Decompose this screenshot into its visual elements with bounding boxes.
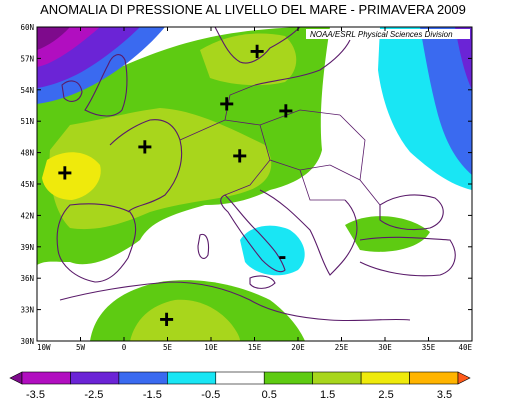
anomaly-symbols: + + + + + + + - xyxy=(57,36,293,334)
lon-label: 5W xyxy=(76,343,86,352)
colorbar-label: 2.5 xyxy=(378,389,393,401)
coastlines xyxy=(56,27,456,322)
negative-ionian xyxy=(240,225,305,276)
positive-band-inner xyxy=(49,108,272,230)
negative-ne-blue xyxy=(420,27,472,175)
coast-iberia xyxy=(56,203,137,283)
colorbar-label: 1.5 xyxy=(320,389,335,401)
positive-band-south-inner xyxy=(130,299,240,341)
page-title: ANOMALIA DI PRESSIONE AL LIVELLO DEL MAR… xyxy=(40,2,466,17)
lon-label: 10E xyxy=(204,343,218,352)
colorbar-segment xyxy=(21,371,71,385)
negative-ne-purple xyxy=(455,27,472,90)
coast-italy xyxy=(220,194,286,273)
credit-box xyxy=(306,29,470,39)
plus-algeria: + xyxy=(159,304,174,334)
lat-label: 57N xyxy=(20,54,34,63)
colorbar-segment xyxy=(167,371,217,385)
latitude-axis: 60N 57N 54N 51N 48N 45N 42N 39N 36N 33N 30N xyxy=(20,23,472,346)
coast-britain xyxy=(84,54,128,117)
plus-france-east: + xyxy=(137,131,152,161)
colorbar-label: -3.5 xyxy=(26,389,45,401)
lat-label: 42N xyxy=(20,211,34,220)
colorbar-segment xyxy=(263,371,313,385)
lat-label: 33N xyxy=(20,306,34,315)
colorbar-arrow-right xyxy=(457,371,471,385)
coast-sicily xyxy=(249,275,276,289)
lat-label: 36N xyxy=(20,274,34,283)
colorbar-label: 0.5 xyxy=(262,389,277,401)
colorbar-segment xyxy=(409,371,459,385)
lon-label: 40E xyxy=(458,343,472,352)
lat-label: 60N xyxy=(20,23,34,32)
lat-label: 30N xyxy=(20,337,34,346)
lon-label: 0 xyxy=(122,343,127,352)
plus-germany: + xyxy=(219,88,234,118)
plus-alps: + xyxy=(232,141,247,171)
colorbar-arrow-left xyxy=(9,371,23,385)
coast-scandinavia xyxy=(214,27,301,64)
colorbar-segment xyxy=(70,371,120,385)
anomaly-fill xyxy=(37,27,472,341)
longitude-axis: 10W 5W 0 5E 10E 15E 20E 25E 30E 35E 40E xyxy=(36,27,473,352)
plus-poland: + xyxy=(278,96,293,126)
colorbar: -3.5 -2.5 -1.5 -0.5 0.5 1.5 2.5 3.5 xyxy=(9,371,471,401)
coast-ireland xyxy=(61,80,83,102)
negative-nw-core xyxy=(37,27,70,50)
lat-label: 51N xyxy=(20,117,34,126)
lon-label: 25E xyxy=(335,343,349,352)
minus-ionian: - xyxy=(278,243,286,270)
yellow-core-west xyxy=(42,152,101,200)
colorbar-segment xyxy=(312,371,362,385)
lat-label: 54N xyxy=(20,86,34,95)
credit-text: NOAA/ESRL Physical Sciences Division xyxy=(310,30,453,39)
coast-sardinia xyxy=(197,233,210,259)
coast-black-sea xyxy=(379,194,444,231)
colorbar-label: 3.5 xyxy=(437,389,452,401)
colorbar-segment xyxy=(215,371,265,385)
positive-spot-east-green xyxy=(345,216,430,252)
colorbar-label: -2.5 xyxy=(84,389,103,401)
coast-north-africa xyxy=(59,281,411,322)
coast-baltic xyxy=(254,39,351,86)
lat-label: 39N xyxy=(20,243,34,252)
lon-label: 35E xyxy=(422,343,436,352)
plus-north-poland: + xyxy=(250,36,265,66)
border-lines xyxy=(179,84,381,206)
plus-biscay: + xyxy=(57,157,72,187)
coast-balkans xyxy=(259,189,358,276)
lon-label: 10W xyxy=(37,343,51,352)
colorbar-segment xyxy=(360,371,410,385)
colorbar-segment xyxy=(118,371,168,385)
lon-label: 5E xyxy=(163,343,173,352)
coast-turkey xyxy=(359,236,456,277)
lat-label: 45N xyxy=(20,180,34,189)
colorbar-label: -1.5 xyxy=(143,389,162,401)
lon-label: 30E xyxy=(378,343,392,352)
lon-label: 15E xyxy=(248,343,262,352)
lon-label: 20E xyxy=(291,343,305,352)
lat-label: 48N xyxy=(20,149,34,158)
colorbar-label: -0.5 xyxy=(201,389,220,401)
